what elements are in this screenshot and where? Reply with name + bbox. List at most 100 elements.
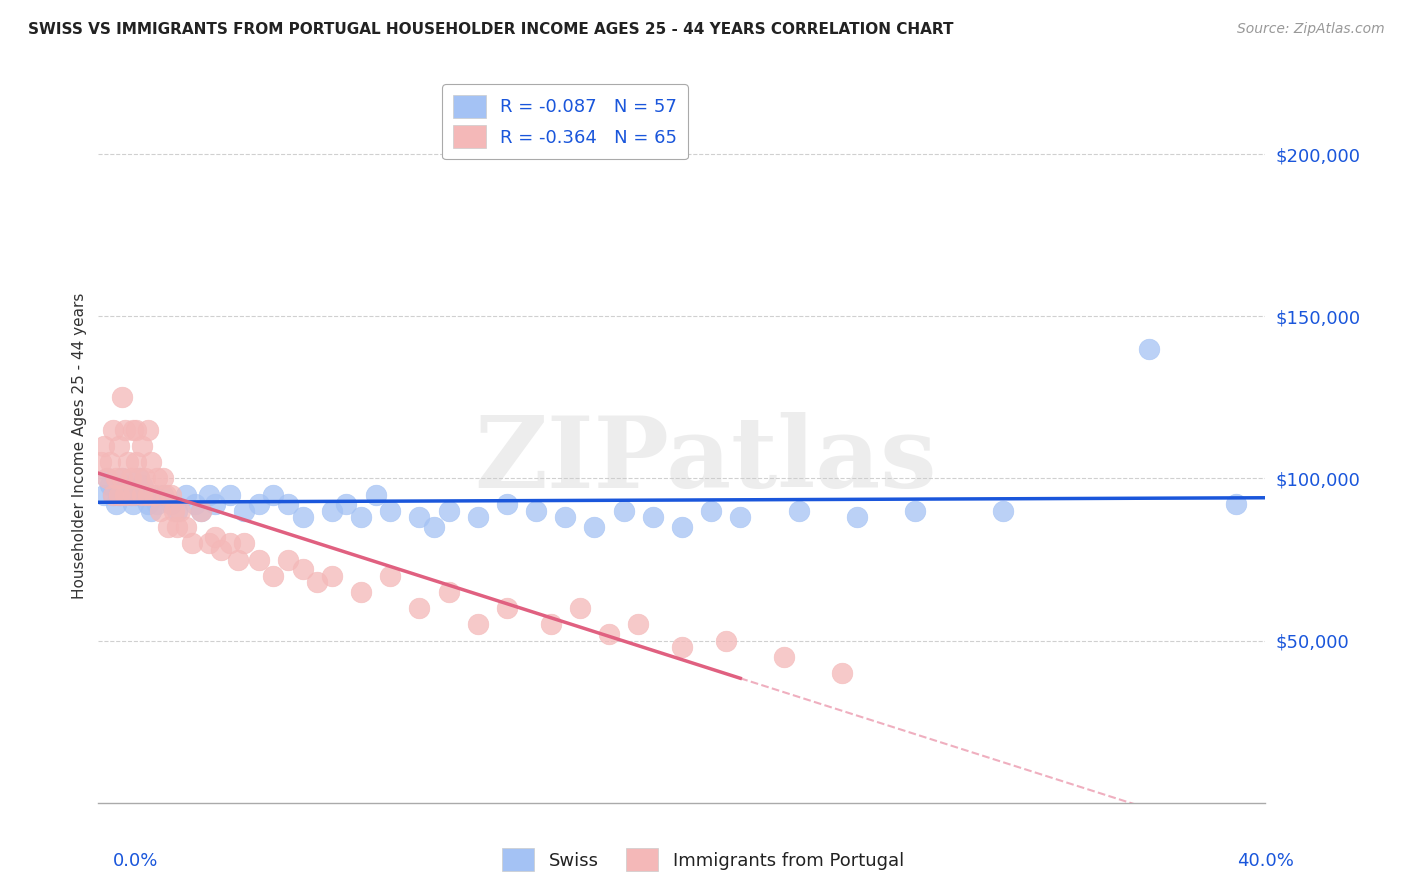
Point [142,488,165,502]
Text: 0.0%: 0.0% [112,852,157,870]
Point [120,488,142,502]
Point [163,504,186,518]
Point [104,497,127,511]
Point [190,504,212,518]
Point [98,455,121,469]
Legend: Swiss, Immigrants from Portugal: Swiss, Immigrants from Portugal [495,841,911,879]
Point [554,510,576,524]
Point [277,552,299,566]
Point [350,585,373,599]
Text: Source: ZipAtlas.com: Source: ZipAtlas.com [1237,22,1385,37]
Point [380,504,402,518]
Point [612,504,634,518]
Point [174,488,197,502]
Point [198,488,221,502]
Point [991,504,1014,518]
Point [134,471,156,485]
Point [408,510,430,524]
Point [122,497,145,511]
Point [136,497,159,511]
Point [467,510,489,524]
Point [671,520,693,534]
Point [233,536,256,550]
Point [152,471,174,485]
Point [142,488,165,502]
Point [93,488,115,502]
Point [160,488,183,502]
Point [730,510,752,524]
Point [93,439,115,453]
Point [131,478,153,492]
Point [598,627,620,641]
Text: SWISS VS IMMIGRANTS FROM PORTUGAL HOUSEHOLDER INCOME AGES 25 - 44 YEARS CORRELAT: SWISS VS IMMIGRANTS FROM PORTUGAL HOUSEH… [28,22,953,37]
Point [204,530,226,544]
Point [218,488,240,502]
Point [627,617,650,632]
Point [134,488,156,502]
Point [111,471,134,485]
Point [846,510,869,524]
Point [101,423,124,437]
Point [166,504,188,518]
Point [700,504,723,518]
Point [139,455,162,469]
Point [166,520,188,534]
Point [90,455,112,469]
Point [218,536,240,550]
Point [155,488,177,502]
Point [114,478,136,492]
Point [125,423,148,437]
Point [117,455,139,469]
Point [247,552,270,566]
Point [209,542,232,557]
Point [108,488,131,502]
Point [583,520,606,534]
Text: ZIPatlas: ZIPatlas [474,412,936,508]
Point [247,497,270,511]
Point [1225,497,1247,511]
Point [467,617,489,632]
Point [160,497,183,511]
Point [496,497,519,511]
Point [174,520,197,534]
Point [540,617,562,632]
Point [773,649,796,664]
Point [146,497,169,511]
Point [125,455,148,469]
Legend: R = -0.087   N = 57, R = -0.364   N = 65: R = -0.087 N = 57, R = -0.364 N = 65 [443,84,688,160]
Point [152,488,174,502]
Point [136,488,159,502]
Point [321,504,343,518]
Point [496,601,519,615]
Point [131,488,153,502]
Point [408,601,430,615]
Point [128,471,150,485]
Point [149,504,172,518]
Point [96,471,118,485]
Point [437,585,460,599]
Point [101,488,124,502]
Point [437,504,460,518]
Point [641,510,664,524]
Point [831,666,853,681]
Y-axis label: Householder Income Ages 25 - 44 years: Householder Income Ages 25 - 44 years [72,293,87,599]
Point [262,568,284,582]
Point [183,497,205,511]
Point [117,481,139,495]
Point [114,488,136,502]
Point [321,568,343,582]
Point [96,471,118,485]
Point [568,601,591,615]
Point [101,488,124,502]
Point [136,423,159,437]
Point [108,488,131,502]
Point [233,504,256,518]
Point [904,504,927,518]
Point [335,497,357,511]
Point [190,504,212,518]
Point [139,504,162,518]
Point [180,536,202,550]
Point [98,478,121,492]
Point [1137,342,1160,356]
Point [262,488,284,502]
